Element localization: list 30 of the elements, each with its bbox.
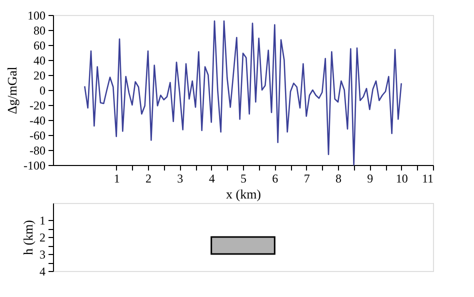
x-axis-title: x (km): [226, 186, 262, 202]
y-tick-label: 40: [34, 54, 46, 68]
y-tick-label: -60: [30, 128, 46, 142]
y-tick-label: 0: [40, 84, 46, 98]
y-tick-label: 100: [28, 8, 46, 22]
x-tick-label: 4: [208, 172, 215, 186]
x-tick-label: 7: [304, 172, 310, 186]
y-axis-title: Δg/mGal: [4, 66, 20, 114]
x-tick-label: 8: [336, 172, 342, 186]
x-tick-label: 2: [146, 172, 152, 186]
y-tick-label: 3: [40, 248, 46, 262]
y-tick-label: 20: [34, 68, 46, 82]
y-tick-label: -20: [30, 98, 46, 112]
y-tick-label: 2: [40, 230, 46, 244]
y-tick-label: -100: [24, 158, 46, 172]
x-tick-label: 1: [114, 172, 120, 186]
x-tick-label: 9: [367, 172, 374, 186]
y-tick-label: 1: [40, 214, 46, 228]
y-tick-label: 4: [40, 264, 46, 278]
x-tick-label: 5: [240, 172, 246, 186]
x-tick-label: 3: [177, 172, 184, 186]
x-tick-label: 10: [396, 172, 408, 186]
x-tick-label: 11: [422, 172, 434, 186]
y-axis-title: h (km): [20, 220, 36, 256]
y-tick-label: 60: [34, 38, 46, 52]
y-tick-label: -80: [30, 144, 46, 158]
y-tick-label: 80: [34, 24, 46, 38]
x-tick-label: 6: [272, 172, 278, 186]
y-tick-label: -40: [30, 114, 46, 128]
line-series: [84, 20, 402, 166]
